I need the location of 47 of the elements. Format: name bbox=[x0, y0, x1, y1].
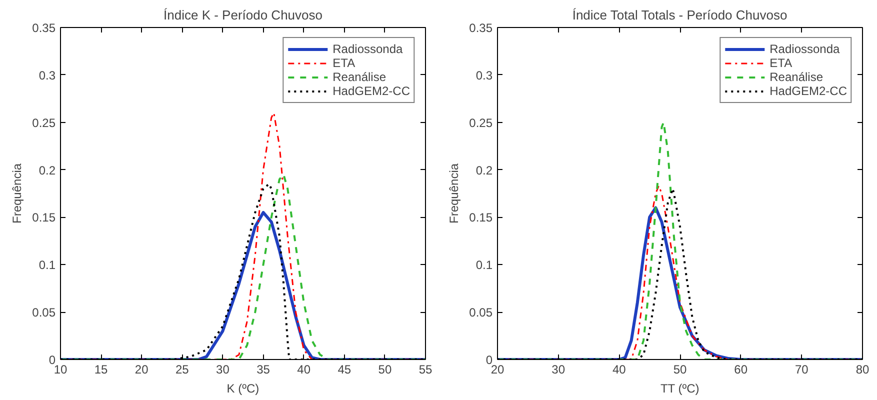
y-tick-label: 0 bbox=[48, 353, 56, 367]
x-tick-label: 45 bbox=[338, 362, 352, 376]
y-tick-label: 0.2 bbox=[38, 163, 56, 178]
chart-title: Índice K - Período Chuvoso bbox=[164, 8, 322, 22]
y-tick-label: 0.05 bbox=[32, 306, 56, 320]
legend-label: Reanálise bbox=[770, 70, 824, 84]
legend-label: HadGEM2-CC bbox=[332, 84, 410, 98]
y-tick-label: 0.15 bbox=[469, 210, 493, 225]
x-tick-label: 15 bbox=[94, 362, 108, 376]
x-tick-label: 50 bbox=[673, 362, 687, 376]
x-tick-label: 30 bbox=[552, 362, 566, 376]
y-tick-label: 0.1 bbox=[476, 258, 493, 272]
x-tick-label: 70 bbox=[794, 362, 809, 376]
y-axis-title: Frequência bbox=[10, 163, 24, 224]
x-axis-title: TT (ºC) bbox=[660, 382, 700, 396]
legend-label: Radiossonda bbox=[770, 42, 840, 56]
y-tick-label: 0.2 bbox=[476, 163, 493, 178]
x-tick-label: 20 bbox=[134, 362, 149, 376]
legend-label: ETA bbox=[770, 56, 792, 70]
y-tick-label: 0.3 bbox=[476, 68, 493, 82]
x-tick-label: 40 bbox=[297, 362, 311, 376]
x-tick-label: 25 bbox=[175, 362, 190, 376]
y-tick-label: 0.1 bbox=[38, 258, 56, 272]
x-axis-title: K (ºC) bbox=[226, 382, 260, 396]
y-tick-label: 0 bbox=[486, 353, 493, 367]
y-tick-label: 0.3 bbox=[38, 68, 56, 82]
y-tick-label: 0.35 bbox=[469, 21, 493, 35]
y-tick-label: 0.15 bbox=[32, 210, 56, 225]
legend-label: Radiossonda bbox=[332, 42, 403, 56]
x-tick-label: 35 bbox=[256, 362, 270, 376]
chart-title: Índice Total Totals - Período Chuvoso bbox=[572, 8, 788, 22]
x-tick-label: 30 bbox=[216, 362, 230, 376]
x-tick-label: 50 bbox=[378, 362, 392, 376]
legend-label: HadGEM2-CC bbox=[770, 84, 847, 98]
y-tick-label: 0.25 bbox=[32, 116, 56, 130]
x-tick-label: 40 bbox=[612, 362, 626, 376]
x-tick-label: 55 bbox=[418, 362, 432, 376]
x-tick-label: 10 bbox=[54, 362, 68, 376]
y-axis-title: Frequência bbox=[447, 163, 462, 224]
y-tick-label: 0.35 bbox=[32, 21, 56, 35]
y-tick-label: 0.25 bbox=[469, 116, 493, 130]
x-tick-label: 60 bbox=[734, 362, 748, 376]
legend-label: Reanálise bbox=[332, 70, 386, 84]
legend-label: ETA bbox=[332, 56, 356, 70]
x-tick-label: 20 bbox=[490, 362, 504, 376]
x-tick-label: 80 bbox=[856, 362, 870, 376]
y-tick-label: 0.05 bbox=[469, 306, 493, 320]
